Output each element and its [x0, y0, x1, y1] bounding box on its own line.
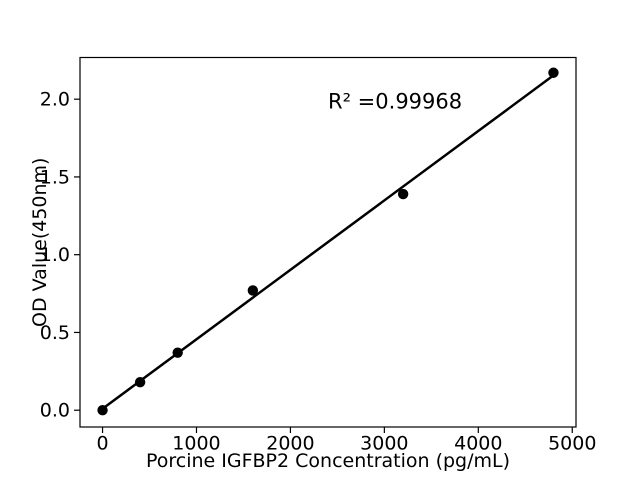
data-point — [97, 405, 108, 416]
x-ticks: 0 1000 2000 3000 4000 5000 — [96, 427, 596, 455]
data-point — [247, 285, 259, 296]
data-point — [397, 188, 409, 200]
y-ticks: 0.0 0.5 1.0 1.5 2.0 — [40, 89, 80, 422]
x-axis-label: Porcine IGFBP2 Concentration (pg/mL) — [146, 450, 510, 472]
data-point — [172, 347, 183, 358]
y-tick-label: 2.0 — [40, 89, 70, 111]
y-tick-label: 0.5 — [40, 322, 70, 344]
data-point — [548, 67, 559, 78]
y-tick-label: 0.0 — [40, 400, 70, 422]
y-tick-label: 1.0 — [40, 244, 70, 266]
data-points — [97, 67, 559, 416]
x-tick-label: 3000 — [360, 433, 408, 455]
x-tick-label: 5000 — [548, 433, 596, 455]
x-tick-label: 1000 — [172, 433, 220, 455]
data-point — [134, 377, 146, 388]
x-tick-label: 0 — [96, 433, 108, 455]
r-squared-annotation: R² =0.99968 — [328, 90, 462, 114]
axes-spines — [79, 56, 577, 428]
y-axis-label: OD Value(450nm) — [29, 158, 51, 327]
y-tick-label: 1.5 — [40, 166, 70, 188]
x-tick-label: 2000 — [266, 433, 314, 455]
x-tick-label: 4000 — [454, 433, 502, 455]
